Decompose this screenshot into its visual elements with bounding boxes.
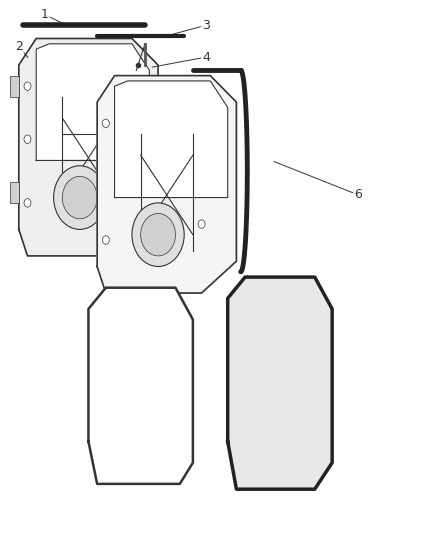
Text: 3: 3 [202,19,210,32]
Polygon shape [10,76,19,97]
Text: 7: 7 [145,440,153,453]
Polygon shape [149,123,162,150]
Polygon shape [115,81,228,198]
Polygon shape [97,76,237,293]
Text: 6: 6 [354,189,362,201]
Circle shape [102,119,110,127]
Polygon shape [19,38,158,256]
Circle shape [24,135,31,143]
Polygon shape [10,182,19,203]
Text: 8: 8 [302,432,310,446]
Circle shape [102,236,110,244]
Polygon shape [36,44,149,160]
Circle shape [24,82,31,91]
Text: 5: 5 [134,228,142,241]
Circle shape [62,176,97,219]
Circle shape [53,166,106,229]
Circle shape [24,199,31,207]
Text: 2: 2 [15,40,23,53]
Polygon shape [228,277,332,489]
Circle shape [198,220,205,228]
Circle shape [120,183,127,191]
Circle shape [141,214,176,256]
Circle shape [132,203,184,266]
Text: 4: 4 [202,51,210,63]
Polygon shape [88,288,193,484]
Text: 1: 1 [41,8,49,21]
